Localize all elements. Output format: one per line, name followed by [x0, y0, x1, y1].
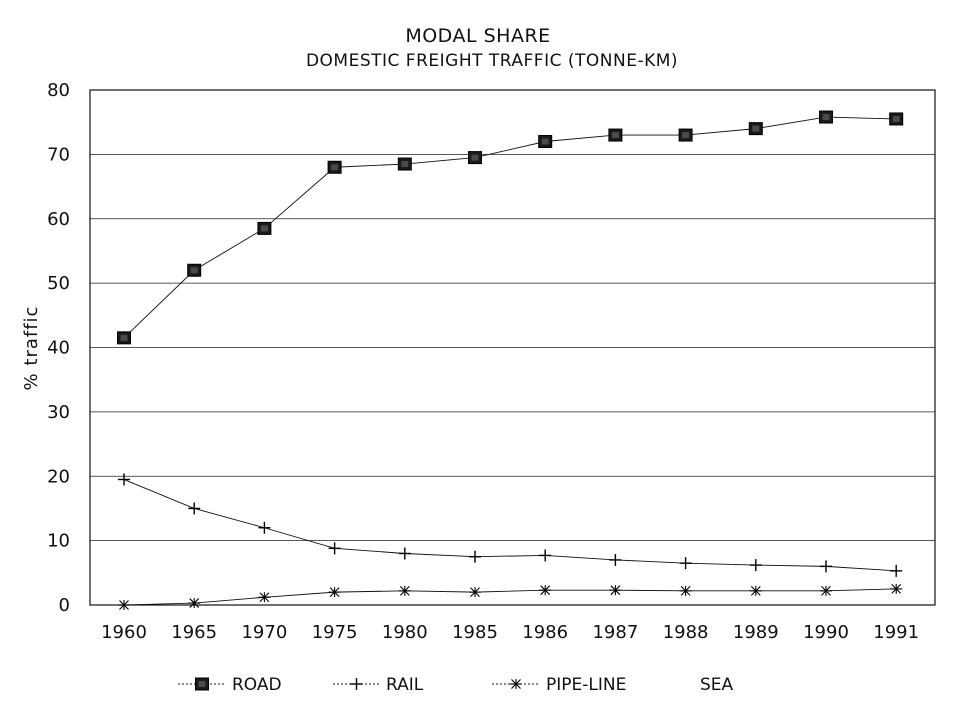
point-rail-1980 [398, 547, 411, 560]
series-line-pipe-line [123, 588, 897, 606]
point-pipe-line-1965 [188, 598, 201, 609]
point-pipe-line-1985 [469, 587, 481, 598]
legend-label-sea: SEA [700, 675, 734, 695]
y-tick-label-80: 80 [47, 80, 70, 101]
point-pipe-line-1960 [118, 600, 130, 610]
point-road-1990 [819, 110, 833, 124]
x-tick-label-1965: 1965 [171, 622, 217, 643]
point-pipe-line-1986 [539, 585, 552, 596]
grid-lines [90, 153, 935, 542]
point-road-1988 [678, 128, 693, 142]
chart-subtitle: DOMESTIC FREIGHT TRAFFIC (TONNE-KM) [306, 51, 678, 71]
series-road [117, 110, 904, 345]
legend-item-pipe-line: PIPE-LINE [492, 675, 626, 695]
point-rail-1990 [820, 560, 832, 573]
series-line-road [123, 116, 897, 339]
point-rail-1985 [469, 550, 481, 563]
series-line-rail [123, 479, 897, 572]
point-pipe-line-1989 [749, 585, 762, 596]
y-tick-label-20: 20 [47, 466, 70, 487]
series-pipe-line [118, 583, 903, 610]
point-rail-1987 [609, 553, 622, 566]
plot-frame [89, 89, 936, 606]
point-pipe-line-1987 [609, 585, 622, 596]
legend-label-road: ROAD [232, 675, 282, 695]
x-tick-label-1970: 1970 [241, 622, 287, 643]
y-tick-label-10: 10 [47, 531, 70, 552]
legend-item-rail: RAIL [333, 675, 424, 695]
point-rail-1965 [188, 502, 201, 515]
point-road-1987 [608, 128, 623, 142]
y-tick-label-50: 50 [47, 273, 70, 294]
y-tick-label-30: 30 [47, 402, 70, 423]
point-pipe-line-1970 [258, 592, 271, 603]
x-tick-label-1985: 1985 [452, 622, 498, 643]
legend-marker-rail [350, 678, 363, 690]
point-road-1980 [397, 157, 412, 171]
legend-marker-road [195, 677, 209, 691]
y-tick-label-40: 40 [47, 338, 70, 359]
x-tick-label-1975: 1975 [312, 622, 358, 643]
point-road-1975 [327, 160, 342, 174]
point-road-1989 [748, 122, 763, 136]
x-tick-label-1991: 1991 [873, 622, 919, 643]
point-rail-1989 [749, 559, 762, 572]
series-rail [118, 473, 903, 577]
y-tick-labels: 0 10 20 30 40 50 60 70 80 [47, 80, 70, 616]
point-pipe-line-1991 [890, 583, 903, 594]
point-road-1986 [538, 135, 553, 148]
legend: ROAD RAIL PIPE-LINE SEA [178, 675, 734, 695]
legend-item-sea: SEA [700, 675, 734, 695]
y-tick-label-60: 60 [47, 209, 70, 230]
legend-marker-pipe-line [510, 679, 522, 689]
x-tick-label-1989: 1989 [733, 622, 779, 643]
point-pipe-line-1988 [679, 585, 692, 596]
legend-label-pipe-line: PIPE-LINE [546, 675, 626, 695]
legend-item-road: ROAD [178, 675, 282, 695]
x-tick-labels: 1960 1965 1970 1975 1980 1985 1986 1987 1988 1989… [101, 622, 919, 643]
x-tick-label-1990: 1990 [803, 622, 849, 643]
chart-title: MODAL SHARE [405, 25, 550, 47]
legend-label-rail: RAIL [386, 675, 424, 695]
point-road-1970 [257, 221, 272, 235]
point-rail-1991 [890, 564, 903, 577]
point-road-1985 [468, 151, 482, 165]
y-tick-label-0: 0 [59, 595, 70, 616]
x-tick-label-1986: 1986 [522, 622, 568, 643]
point-rail-1970 [258, 521, 271, 534]
point-rail-1975 [328, 542, 341, 555]
point-rail-1988 [679, 557, 692, 570]
x-tick-label-1987: 1987 [592, 622, 638, 643]
point-pipe-line-1980 [398, 585, 411, 596]
point-road-1991 [889, 112, 904, 126]
x-tick-label-1960: 1960 [101, 622, 147, 643]
x-tick-label-1988: 1988 [663, 622, 709, 643]
y-tick-label-70: 70 [47, 144, 70, 165]
point-road-1965 [187, 263, 202, 277]
point-pipe-line-1975 [328, 587, 341, 598]
point-pipe-line-1990 [820, 585, 832, 596]
y-axis-label: % traffic [21, 306, 42, 391]
point-rail-1986 [539, 549, 552, 562]
point-rail-1960 [118, 473, 130, 486]
x-tick-label-1980: 1980 [382, 622, 428, 643]
series-layer [117, 110, 904, 610]
point-road-1960 [117, 331, 131, 345]
